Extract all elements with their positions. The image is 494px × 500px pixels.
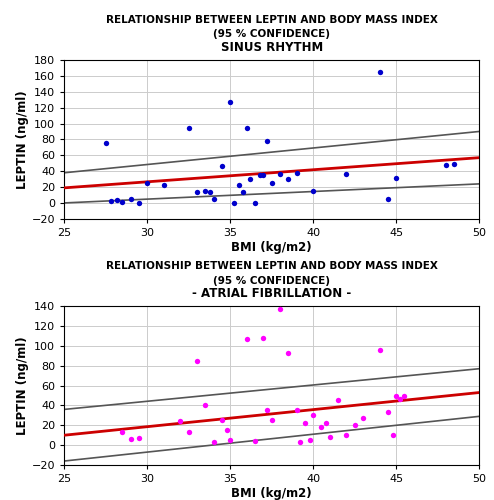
Point <box>375 346 383 354</box>
Point <box>276 170 284 177</box>
Point <box>185 428 193 436</box>
Point <box>285 349 292 357</box>
Point <box>292 169 300 177</box>
Point <box>301 420 309 428</box>
Point <box>392 392 400 400</box>
Point <box>251 437 259 445</box>
X-axis label: BMI (kg/m2): BMI (kg/m2) <box>231 487 312 500</box>
Point <box>268 179 276 187</box>
Point <box>251 199 259 207</box>
Point <box>135 434 143 442</box>
Point <box>384 195 392 203</box>
Point <box>246 175 254 183</box>
Point <box>226 436 234 444</box>
Text: SINUS RHYTHM: SINUS RHYTHM <box>221 40 323 54</box>
Point <box>223 426 231 434</box>
Point <box>276 305 284 313</box>
Point <box>135 199 143 207</box>
Text: - ATRIAL FIBRILLATION -: - ATRIAL FIBRILLATION - <box>192 287 351 300</box>
Point <box>359 414 367 422</box>
Point <box>389 431 397 439</box>
Y-axis label: LEPTIN (ng/ml): LEPTIN (ng/ml) <box>16 90 29 188</box>
Point <box>323 420 330 428</box>
Point <box>451 160 458 168</box>
Point <box>126 195 134 203</box>
Point <box>107 196 115 204</box>
Point <box>326 433 334 441</box>
Point <box>243 335 251 343</box>
Point <box>375 68 383 76</box>
Point <box>351 422 359 430</box>
Point <box>259 334 267 342</box>
Point <box>296 438 304 446</box>
Point <box>306 436 314 444</box>
Point <box>235 182 243 190</box>
Point <box>143 179 151 187</box>
Point <box>401 392 409 400</box>
Point <box>342 170 350 177</box>
Text: RELATIONSHIP BETWEEN LEPTIN AND BODY MASS INDEX: RELATIONSHIP BETWEEN LEPTIN AND BODY MAS… <box>106 15 438 25</box>
Point <box>102 138 110 146</box>
Point <box>202 187 209 195</box>
Point <box>193 188 201 196</box>
Point <box>259 171 267 179</box>
Point <box>384 408 392 416</box>
Point <box>268 416 276 424</box>
Point <box>243 124 251 132</box>
Point <box>218 162 226 170</box>
Point <box>318 424 326 432</box>
Point <box>119 428 126 436</box>
Point <box>263 406 271 414</box>
Point <box>209 195 217 203</box>
Point <box>396 396 404 404</box>
Point <box>309 187 317 195</box>
Point <box>230 199 238 207</box>
Point <box>218 416 226 424</box>
Text: (95 % CONFIDENCE): (95 % CONFIDENCE) <box>213 30 330 40</box>
Point <box>442 161 450 169</box>
Point <box>256 171 264 179</box>
Y-axis label: LEPTIN (ng/ml): LEPTIN (ng/ml) <box>16 336 29 435</box>
Point <box>392 174 400 182</box>
Point <box>263 137 271 145</box>
X-axis label: BMI (kg/m2): BMI (kg/m2) <box>231 240 312 254</box>
Point <box>226 98 234 106</box>
Point <box>126 435 134 443</box>
Point <box>309 412 317 420</box>
Point <box>209 438 217 446</box>
Point <box>202 402 209 409</box>
Text: (95 % CONFIDENCE): (95 % CONFIDENCE) <box>213 276 330 285</box>
Point <box>206 188 214 196</box>
Point <box>176 418 184 426</box>
Text: RELATIONSHIP BETWEEN LEPTIN AND BODY MASS INDEX: RELATIONSHIP BETWEEN LEPTIN AND BODY MAS… <box>106 261 438 271</box>
Point <box>285 175 292 183</box>
Point <box>193 357 201 365</box>
Point <box>292 406 300 414</box>
Point <box>114 196 122 204</box>
Point <box>334 396 342 404</box>
Point <box>160 180 168 188</box>
Point <box>185 124 193 132</box>
Point <box>119 198 126 206</box>
Point <box>342 431 350 439</box>
Point <box>240 188 247 196</box>
